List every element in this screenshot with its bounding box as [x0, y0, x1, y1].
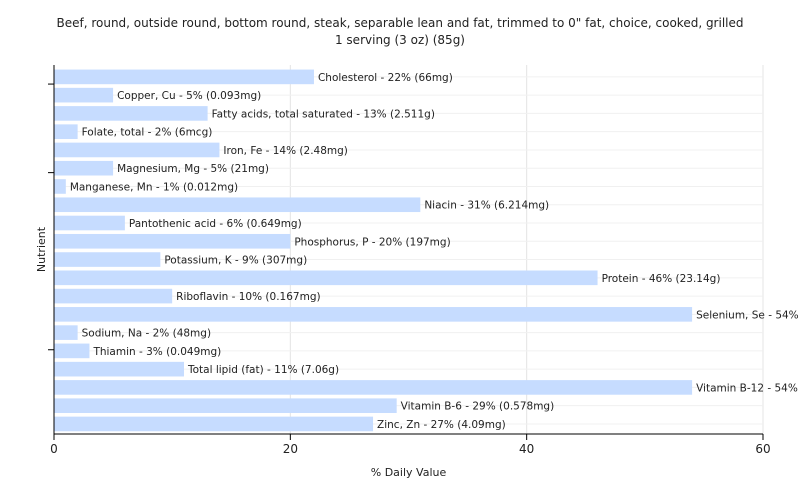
bar-label-17: Vitamin B-12 - 54% (3.26mcg) [696, 382, 800, 394]
bar-label-5: Magnesium, Mg - 5% (21mg) [117, 163, 269, 175]
bar-label-12: Riboflavin - 10% (0.167mg) [176, 291, 320, 303]
bar-label-7: Niacin - 31% (6.214mg) [424, 200, 549, 212]
bar-11 [54, 270, 598, 286]
chart-title: Beef, round, outside round, bottom round… [56, 16, 744, 30]
bar-label-8: Pantothenic acid - 6% (0.649mg) [129, 218, 302, 230]
bar-3 [54, 124, 78, 139]
bar-5 [54, 160, 114, 176]
bar-label-3: Folate, total - 2% (6mcg) [82, 127, 213, 139]
x-axis-title: % Daily Value [371, 466, 447, 479]
bar-12 [54, 288, 173, 304]
bar-17 [54, 380, 693, 395]
bar-8 [54, 215, 125, 231]
chart-subtitle: 1 serving (3 oz) (85g) [334, 33, 465, 47]
bar-label-1: Copper, Cu - 5% (0.093mg) [117, 90, 261, 102]
bar-13 [54, 307, 693, 322]
bar-label-0: Cholesterol - 22% (66mg) [318, 72, 453, 84]
x-tick-label-2: 40 [519, 442, 534, 456]
bar-label-4: Iron, Fe - 14% (2.48mg) [223, 145, 347, 157]
bar-7 [54, 197, 421, 213]
bar-label-2: Fatty acids, total saturated - 13% (2.51… [212, 108, 435, 120]
bar-14 [54, 325, 78, 340]
bar-1 [54, 87, 114, 103]
bar-label-10: Potassium, K - 9% (307mg) [164, 255, 307, 267]
bar-label-13: Selenium, Se - 54% (38.1mcg) [696, 309, 800, 321]
bar-0 [54, 69, 314, 85]
bar-15 [54, 343, 90, 359]
bar-label-9: Phosphorus, P - 20% (197mg) [294, 236, 450, 248]
bar-label-14: Sodium, Na - 2% (48mg) [82, 328, 211, 340]
bar-label-11: Protein - 46% (23.14g) [602, 273, 721, 285]
bar-label-6: Manganese, Mn - 1% (0.012mg) [70, 181, 238, 193]
bar-16 [54, 361, 184, 377]
bar-19 [54, 416, 374, 432]
bar-9 [54, 233, 291, 249]
bar-label-19: Zinc, Zn - 27% (4.09mg) [377, 419, 506, 431]
bar-label-18: Vitamin B-6 - 29% (0.578mg) [401, 401, 555, 413]
x-tick-label-3: 60 [755, 442, 770, 456]
bar-label-16: Total lipid (fat) - 11% (7.06g) [187, 364, 339, 376]
bar-18 [54, 398, 397, 413]
x-tick-label-1: 20 [283, 442, 298, 456]
bar-4 [54, 142, 220, 158]
y-axis-title: Nutrient [35, 226, 48, 272]
bar-6 [54, 179, 66, 194]
x-tick-label-0: 0 [50, 442, 58, 456]
bar-2 [54, 106, 208, 121]
bar-label-15: Thiamin - 3% (0.049mg) [92, 346, 221, 358]
bar-10 [54, 252, 161, 267]
